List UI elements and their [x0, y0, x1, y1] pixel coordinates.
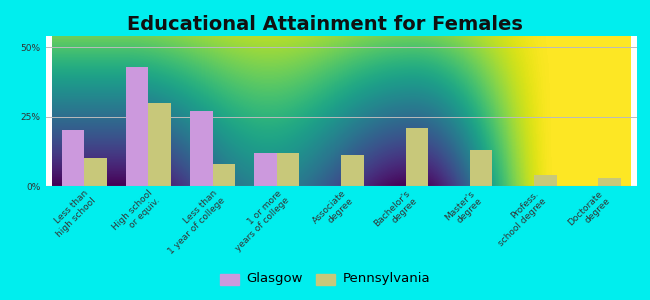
Bar: [341, 155, 364, 186]
Bar: [213, 164, 235, 186]
Bar: [126, 67, 148, 186]
Bar: [62, 130, 84, 186]
Bar: [534, 175, 556, 186]
Bar: [190, 111, 213, 186]
Bar: [406, 128, 428, 186]
Legend: Glasgow, Pennsylvania: Glasgow, Pennsylvania: [214, 267, 436, 290]
Bar: [470, 150, 492, 186]
Bar: [148, 103, 171, 186]
Bar: [599, 178, 621, 186]
Bar: [277, 153, 300, 186]
Bar: [84, 158, 107, 186]
Bar: [254, 153, 277, 186]
Text: Educational Attainment for Females: Educational Attainment for Females: [127, 15, 523, 34]
